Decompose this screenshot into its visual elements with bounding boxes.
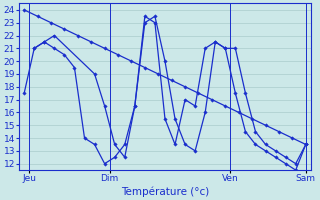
X-axis label: Température (°c): Température (°c) xyxy=(121,186,209,197)
